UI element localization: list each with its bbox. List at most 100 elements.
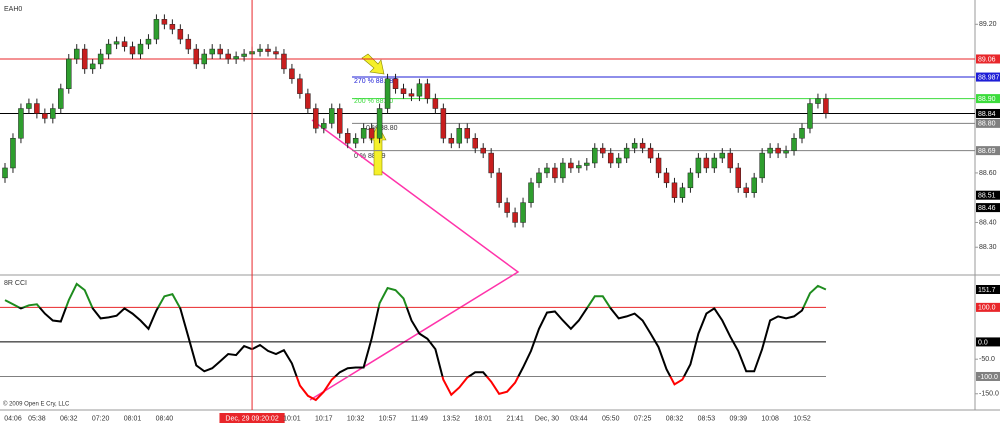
candle-body xyxy=(81,48,88,70)
candle-body xyxy=(42,113,48,119)
y-tick-label: 88.30 xyxy=(979,244,997,251)
candle-body xyxy=(775,147,781,154)
candle-body xyxy=(297,78,303,94)
cursor-label: Dec, 29 09:20:02 xyxy=(225,415,278,422)
candle-body xyxy=(257,48,263,52)
candle-body xyxy=(799,128,805,139)
candle-body xyxy=(344,133,351,144)
level-tag xyxy=(976,203,1000,213)
candle-body xyxy=(432,98,439,109)
level-tag xyxy=(976,94,1000,104)
last-value-label: 151.7 xyxy=(978,287,996,294)
candle-body xyxy=(512,212,518,223)
candle-body xyxy=(281,53,287,70)
x-tick-label: 04:06 xyxy=(4,415,22,422)
x-tick-label: 13:52 xyxy=(443,415,461,422)
candle-body xyxy=(66,58,72,89)
candle-body xyxy=(504,202,510,213)
candle-body xyxy=(233,56,239,60)
candle-body xyxy=(225,53,231,60)
candle-body xyxy=(321,123,327,129)
candle-body xyxy=(751,177,757,193)
level-label: -100.0 xyxy=(978,374,998,381)
candle-body xyxy=(360,128,367,139)
candle-body xyxy=(209,48,215,55)
candle-body xyxy=(97,53,104,65)
candle-body xyxy=(352,137,359,144)
price-title: EAH0 xyxy=(4,6,22,13)
x-tick-label: Dec, 30 xyxy=(535,415,559,422)
y-tick-label: -50.0 xyxy=(979,356,995,363)
level-tag xyxy=(976,118,1000,128)
level-tag xyxy=(976,337,1000,347)
cci-title: 8R CCI xyxy=(4,280,27,287)
level-label: 89.06 xyxy=(978,56,996,63)
y-tick-label: 88.60 xyxy=(979,170,997,177)
candle-body xyxy=(655,157,662,174)
candle-body xyxy=(807,103,813,129)
candle-body xyxy=(26,103,32,109)
candle-body xyxy=(129,46,136,55)
candle-body xyxy=(313,108,319,129)
y-tick-label: 89.20 xyxy=(979,21,997,28)
candle-body xyxy=(424,83,431,99)
x-tick-label: 10:17 xyxy=(315,415,333,422)
x-tick-label: 03:44 xyxy=(570,415,588,422)
candle-body xyxy=(408,93,415,97)
x-tick-label: 05:38 xyxy=(28,415,46,422)
fib-label: 270 % 88.987 xyxy=(354,78,397,85)
candle-body xyxy=(400,88,407,94)
level-label: 88.80 xyxy=(978,121,996,128)
candle-body xyxy=(58,88,64,109)
x-tick-label: 07:20 xyxy=(92,415,110,422)
x-tick-label: 10:57 xyxy=(379,415,397,422)
candle-body xyxy=(671,182,678,198)
candle-body xyxy=(50,108,56,119)
x-tick-label: 08:01 xyxy=(124,415,142,422)
candle-body xyxy=(783,150,789,154)
level-label: 0.0 xyxy=(978,339,988,346)
candle-body xyxy=(552,167,558,179)
x-tick-label: 08:32 xyxy=(666,415,684,422)
x-tick-label: 10:08 xyxy=(761,415,779,422)
level-tag xyxy=(976,72,1000,82)
x-tick-label: 08:40 xyxy=(156,415,174,422)
candle-body xyxy=(336,108,343,134)
candle-body xyxy=(735,167,741,189)
level-label: 88.69 xyxy=(978,148,996,155)
x-tick-label: 09:39 xyxy=(729,415,747,422)
last-value-tag xyxy=(976,285,1000,295)
level-tag xyxy=(976,108,1000,118)
candle-body xyxy=(153,19,160,40)
candle-body xyxy=(18,108,24,139)
level-tag xyxy=(976,302,1000,312)
candle-body xyxy=(719,152,726,159)
candle-body xyxy=(639,142,646,149)
fib-label: 200 % 88.90 xyxy=(354,98,393,105)
candle-body xyxy=(416,83,423,97)
y-tick-label: 88.40 xyxy=(979,219,997,226)
candle-body xyxy=(647,147,654,159)
candle-body xyxy=(376,108,383,139)
candle-body xyxy=(89,63,96,70)
candle-body xyxy=(10,137,16,169)
level-label: 88.46 xyxy=(978,205,996,212)
level-tag xyxy=(976,371,1000,381)
candle-body xyxy=(145,38,152,45)
candle-body xyxy=(584,162,590,166)
candle-body xyxy=(201,53,207,65)
candle-body xyxy=(193,48,200,65)
candle-body xyxy=(711,157,718,169)
candle-body xyxy=(536,172,542,184)
candle-body xyxy=(34,103,40,114)
candle-body xyxy=(631,142,638,149)
candle-body xyxy=(456,128,463,144)
candle-body xyxy=(576,165,582,169)
candle-body xyxy=(727,152,734,169)
candle-body xyxy=(687,172,694,189)
candle-body xyxy=(289,68,295,80)
candle-body xyxy=(384,78,391,109)
x-tick-label: 11:49 xyxy=(411,415,428,422)
candle-body xyxy=(265,48,271,52)
